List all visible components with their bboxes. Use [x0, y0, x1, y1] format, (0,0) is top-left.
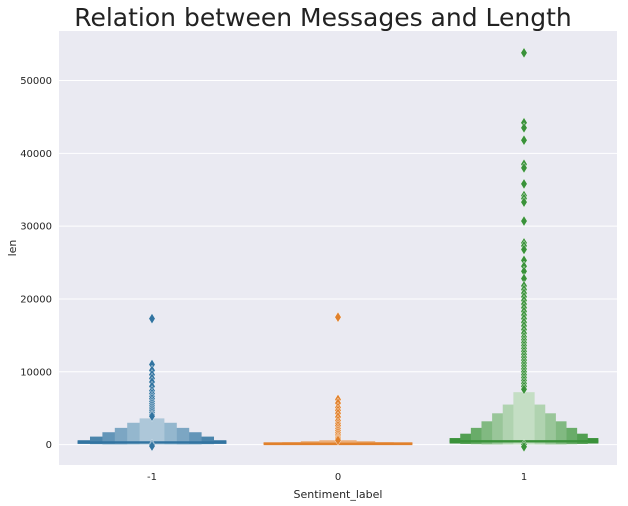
series-group-0	[77, 313, 227, 452]
x-tick-label-2: 1	[521, 472, 527, 483]
outlier-0-18	[148, 410, 156, 422]
y-tick-label-4: 40000	[20, 149, 52, 160]
outlier-0-0	[148, 313, 156, 325]
outlier-2-52	[520, 441, 528, 453]
outlier-2-0	[520, 47, 528, 59]
outlier-2-2	[520, 122, 528, 134]
outlier-2-9	[520, 196, 528, 208]
outlier-0-20	[148, 440, 156, 452]
y-axis-label: len	[6, 240, 19, 257]
outlier-2-13	[520, 243, 528, 256]
x-tick-label-1: 0	[335, 472, 341, 483]
outlier-2-5	[520, 162, 528, 174]
y-tick-label-2: 20000	[20, 294, 52, 305]
series-group-2	[449, 47, 599, 453]
x-axis-label: Sentiment_label	[294, 488, 383, 501]
boxen-series	[77, 47, 599, 453]
outlier-1-0	[334, 311, 342, 323]
outlier-2-10	[520, 215, 528, 227]
outlier-2-3	[520, 134, 528, 146]
box-level-2-6	[513, 392, 535, 445]
y-axis-ticks: 0 10000 20000 30000 40000 50000	[20, 76, 52, 451]
y-tick-label-0: 0	[46, 440, 52, 451]
x-tick-label-0: -1	[147, 472, 157, 483]
outlier-2-6	[520, 178, 528, 190]
chart-title: Relation between Messages and Length	[74, 3, 572, 32]
x-axis-ticks: -1 0 1	[147, 472, 527, 483]
series-group-1	[263, 311, 413, 446]
y-tick-label-3: 30000	[20, 222, 52, 233]
y-tick-label-5: 50000	[20, 76, 52, 87]
outlier-2-50	[520, 383, 528, 395]
y-tick-label-1: 10000	[20, 367, 52, 378]
outlier-1-16	[334, 434, 342, 446]
